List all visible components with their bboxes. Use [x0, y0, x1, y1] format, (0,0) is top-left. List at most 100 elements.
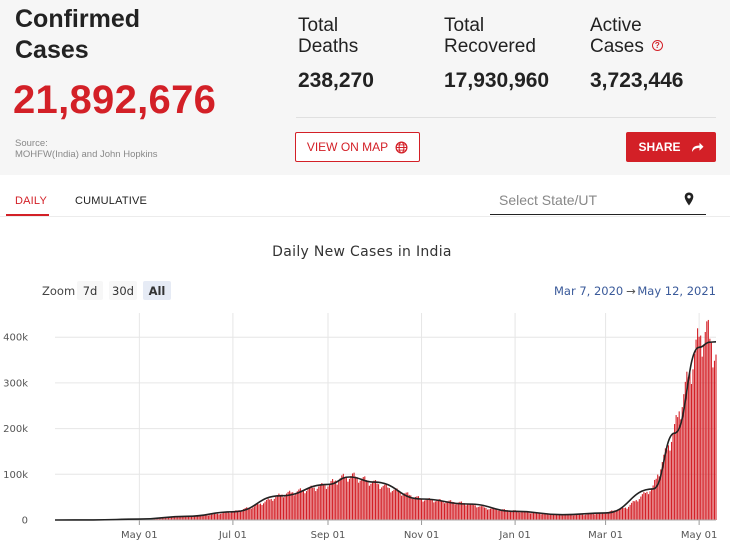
zoom-button-All[interactable]: [143, 281, 171, 300]
bar: [200, 515, 202, 520]
total-deaths-label-line2: Deaths: [298, 36, 359, 57]
bar: [382, 485, 384, 520]
bar: [410, 495, 412, 520]
bar: [296, 491, 298, 520]
bar: [289, 490, 291, 520]
tab-cumulative[interactable]: CUMULATIVE: [75, 195, 148, 207]
bar: [514, 510, 516, 520]
zoom-button-label-All[interactable]: All: [149, 284, 166, 298]
location-pin-icon: [684, 192, 694, 206]
bar: [413, 497, 415, 520]
bar: [509, 511, 512, 520]
bar: [238, 510, 240, 520]
bar: [651, 488, 653, 520]
bar: [511, 510, 513, 520]
bar: [327, 486, 329, 520]
bar: [348, 478, 351, 520]
range-end-date[interactable]: May 12, 2021: [637, 284, 716, 298]
share-button[interactable]: SHARE: [626, 132, 716, 162]
bar: [213, 513, 216, 520]
bar: [470, 503, 472, 520]
bar: [709, 338, 711, 520]
bar: [247, 507, 249, 520]
bar: [399, 491, 401, 520]
bar: [417, 496, 420, 520]
bar: [351, 473, 354, 520]
bar: [459, 501, 461, 520]
bar: [235, 510, 237, 520]
bar: [258, 504, 260, 520]
bar: [207, 515, 209, 520]
view-on-map-button[interactable]: VIEW ON MAP: [295, 132, 420, 162]
bar: [649, 491, 651, 520]
zoom-button-7d[interactable]: [77, 281, 103, 300]
tab-daily[interactable]: DAILY: [15, 195, 47, 207]
bar: [275, 496, 277, 520]
bar: [266, 499, 268, 520]
bar: [227, 512, 229, 520]
bar: [657, 474, 659, 520]
bar: [270, 498, 272, 520]
bar: [683, 394, 685, 520]
bar: [692, 369, 694, 520]
bar: [572, 515, 574, 520]
bar: [379, 488, 381, 520]
bar: [549, 514, 551, 520]
bar: [534, 512, 536, 520]
bar: [545, 513, 547, 520]
bar: [171, 517, 173, 520]
bar: [666, 449, 668, 520]
bar: [212, 514, 214, 520]
bar: [583, 515, 585, 520]
bar: [670, 441, 673, 520]
bar: [562, 515, 564, 520]
bar: [336, 484, 338, 520]
bar: [479, 506, 481, 520]
active-cases-value: 3,723,446: [590, 69, 684, 92]
bar: [520, 512, 522, 520]
confirmed-cases-label: Confirmed Cases: [15, 5, 140, 64]
bar: [621, 507, 623, 520]
bar: [522, 511, 524, 520]
bar: [516, 511, 518, 520]
zoom-button-label-7d[interactable]: 7d: [83, 284, 98, 298]
info-icon[interactable]: ?: [651, 40, 663, 51]
bar: [617, 510, 619, 520]
daily-cases-chart: Daily New Cases in India Zoom 7d 30d All Mar …: [3, 244, 717, 541]
bar: [284, 495, 286, 520]
bar: [687, 376, 689, 520]
bar: [355, 476, 357, 520]
bar: [476, 507, 478, 520]
x-tick-label: Sep 01: [311, 530, 346, 541]
bar: [586, 514, 588, 520]
zoom-button-label-30d[interactable]: 30d: [112, 284, 134, 298]
bar: [439, 498, 441, 520]
state-select[interactable]: Select State/UT: [490, 188, 706, 215]
bar: [368, 485, 370, 520]
bar: [324, 485, 326, 520]
zoom-button-30d[interactable]: [109, 281, 137, 300]
bar: [328, 483, 331, 520]
bar: [672, 432, 674, 520]
x-tick-label: May 01: [121, 530, 158, 541]
bar: [226, 512, 228, 520]
bar: [543, 513, 545, 520]
bar: [252, 507, 254, 520]
bar: [370, 483, 372, 520]
bar: [264, 501, 266, 520]
bar: [164, 518, 166, 520]
range-start-date[interactable]: Mar 7, 2020: [554, 284, 623, 298]
active-cases-label: Active Cases?: [590, 15, 683, 57]
bar: [506, 510, 508, 520]
bar: [402, 494, 404, 520]
bar: [654, 479, 656, 520]
bar: [174, 517, 176, 520]
bar: [526, 512, 528, 520]
bar: [466, 504, 469, 520]
bar: [491, 508, 493, 520]
total-recovered-label-line2: Recovered: [444, 36, 536, 57]
bar: [253, 506, 255, 520]
bar: [404, 493, 406, 520]
bar: [443, 503, 446, 520]
bar: [523, 511, 525, 520]
